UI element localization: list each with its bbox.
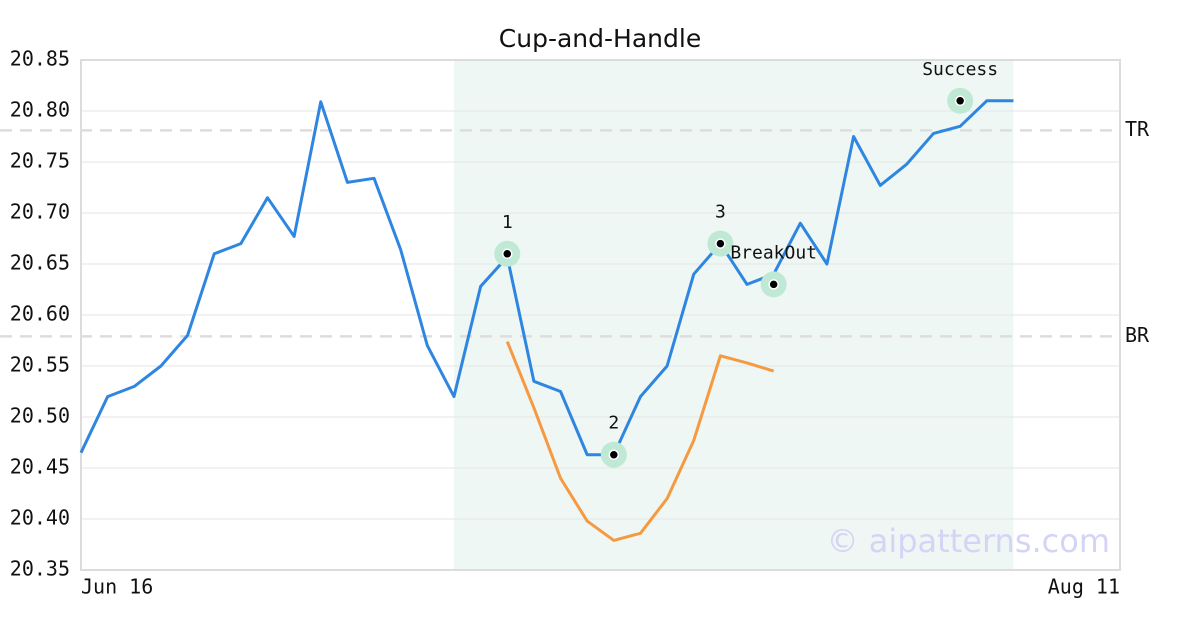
y-tick-label: 20.40 bbox=[10, 506, 70, 530]
level-label: BR bbox=[1125, 323, 1150, 347]
y-tick-label: 20.70 bbox=[10, 200, 70, 224]
level-label: TR bbox=[1125, 117, 1150, 141]
plot-frame bbox=[80, 59, 1121, 571]
y-tick-label: 20.75 bbox=[10, 149, 70, 173]
series-line bbox=[79, 99, 1014, 457]
x-tick-label: Aug 11 bbox=[1048, 575, 1120, 599]
y-tick-label: 20.55 bbox=[10, 353, 70, 377]
annotation-label: 2 bbox=[608, 413, 619, 434]
annotation-dot bbox=[768, 279, 779, 290]
annotation-dot bbox=[954, 95, 966, 107]
annotation-dot bbox=[608, 449, 620, 460]
annotation-label: 1 bbox=[502, 212, 513, 233]
series-line bbox=[505, 340, 775, 542]
y-tick-label: 20.80 bbox=[10, 98, 70, 122]
x-tick-label: Jun 16 bbox=[81, 575, 153, 599]
watermark: © aipatterns.com bbox=[827, 522, 1110, 560]
y-tick-label: 20.35 bbox=[10, 557, 70, 581]
annotation-dot bbox=[502, 248, 513, 260]
y-tick-label: 20.60 bbox=[10, 302, 70, 326]
y-tick-label: 20.65 bbox=[10, 251, 70, 275]
y-tick-label: 20.85 bbox=[10, 47, 70, 71]
chart-title: Cup-and-Handle bbox=[499, 24, 701, 53]
annotation-label: BreakOut bbox=[730, 242, 817, 263]
annotation-dot bbox=[715, 238, 726, 249]
y-tick-label: 20.50 bbox=[10, 404, 70, 428]
y-tick-label: 20.45 bbox=[10, 455, 70, 479]
annotation-label: 3 bbox=[715, 202, 726, 223]
annotation-label: Success bbox=[922, 59, 998, 80]
